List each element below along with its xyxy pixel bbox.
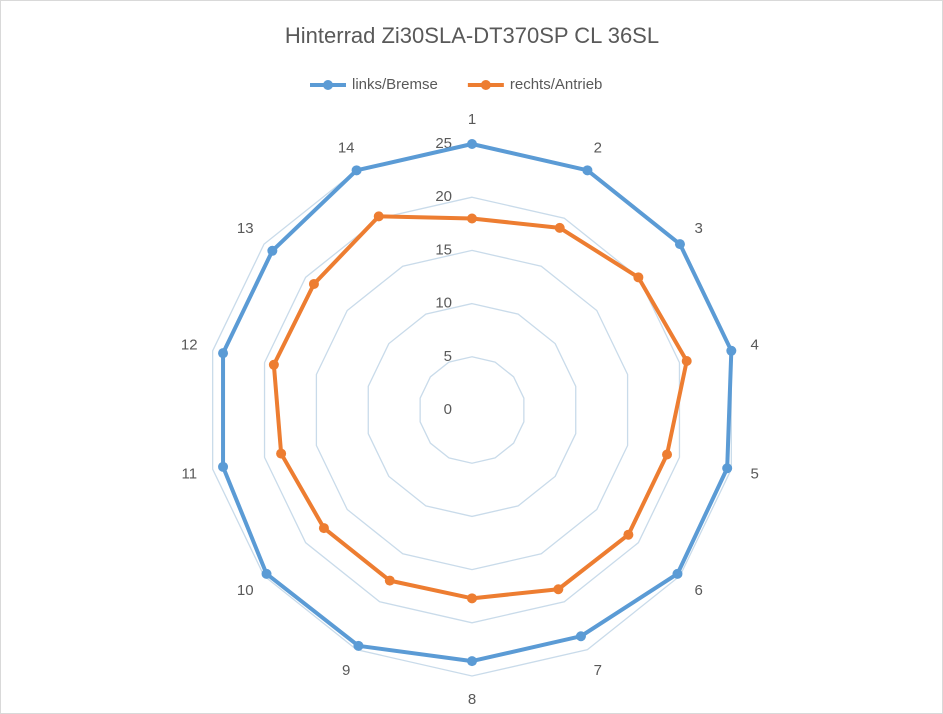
data-point bbox=[373, 211, 384, 222]
data-point bbox=[467, 139, 477, 149]
category-label: 13 bbox=[237, 220, 254, 237]
grid-ring bbox=[419, 356, 525, 464]
category-label: 12 bbox=[181, 336, 198, 353]
category-label: 1 bbox=[468, 111, 476, 128]
r-tick-label: 20 bbox=[435, 188, 452, 205]
data-point bbox=[218, 461, 229, 472]
category-label: 2 bbox=[594, 140, 602, 157]
data-point bbox=[276, 448, 287, 459]
category-label: 6 bbox=[695, 582, 703, 599]
r-tick-label: 0 bbox=[444, 401, 452, 418]
legend-item: rechts/Antrieb bbox=[467, 76, 603, 93]
data-point bbox=[726, 345, 737, 356]
category-label: 8 bbox=[468, 691, 476, 708]
data-point bbox=[318, 523, 329, 534]
data-point bbox=[268, 359, 279, 370]
data-point bbox=[308, 278, 319, 289]
r-tick-label: 5 bbox=[444, 348, 452, 365]
data-point bbox=[384, 575, 395, 586]
legend-item: links/Bremse bbox=[310, 76, 438, 93]
data-point bbox=[681, 355, 692, 366]
grid-ring bbox=[367, 302, 577, 518]
data-point bbox=[575, 631, 586, 642]
legend-label: rechts/Antrieb bbox=[510, 76, 603, 93]
data-point bbox=[467, 656, 477, 667]
data-point bbox=[261, 568, 272, 579]
legend-swatch-marker bbox=[323, 80, 333, 90]
data-point bbox=[662, 449, 673, 460]
r-tick-label: 15 bbox=[435, 241, 452, 258]
data-point bbox=[218, 348, 229, 359]
data-point bbox=[623, 529, 634, 540]
data-point bbox=[722, 463, 733, 474]
data-point bbox=[351, 165, 362, 176]
data-point bbox=[267, 245, 278, 256]
category-label: 11 bbox=[181, 465, 197, 482]
category-label: 5 bbox=[751, 465, 759, 482]
data-point bbox=[467, 593, 477, 604]
chart-title: Hinterrad Zi30SLA-DT370SP CL 36SL bbox=[285, 23, 659, 48]
category-label: 7 bbox=[594, 662, 602, 679]
data-point bbox=[554, 222, 565, 233]
data-point bbox=[467, 213, 477, 224]
legend-label: links/Bremse bbox=[352, 76, 438, 93]
data-point bbox=[582, 165, 593, 176]
grid-ring bbox=[315, 249, 629, 571]
category-label: 4 bbox=[751, 336, 759, 353]
data-point bbox=[674, 239, 685, 250]
category-label: 10 bbox=[237, 582, 254, 599]
category-label: 3 bbox=[695, 220, 703, 237]
r-tick-label: 10 bbox=[435, 295, 452, 312]
grid-ring bbox=[263, 196, 681, 624]
legend-swatch-marker bbox=[480, 80, 491, 90]
category-label: 9 bbox=[342, 662, 350, 679]
data-point bbox=[633, 272, 644, 283]
data-point bbox=[553, 584, 564, 595]
category-label: 14 bbox=[338, 140, 355, 157]
data-point bbox=[672, 568, 683, 579]
data-point bbox=[353, 640, 364, 651]
